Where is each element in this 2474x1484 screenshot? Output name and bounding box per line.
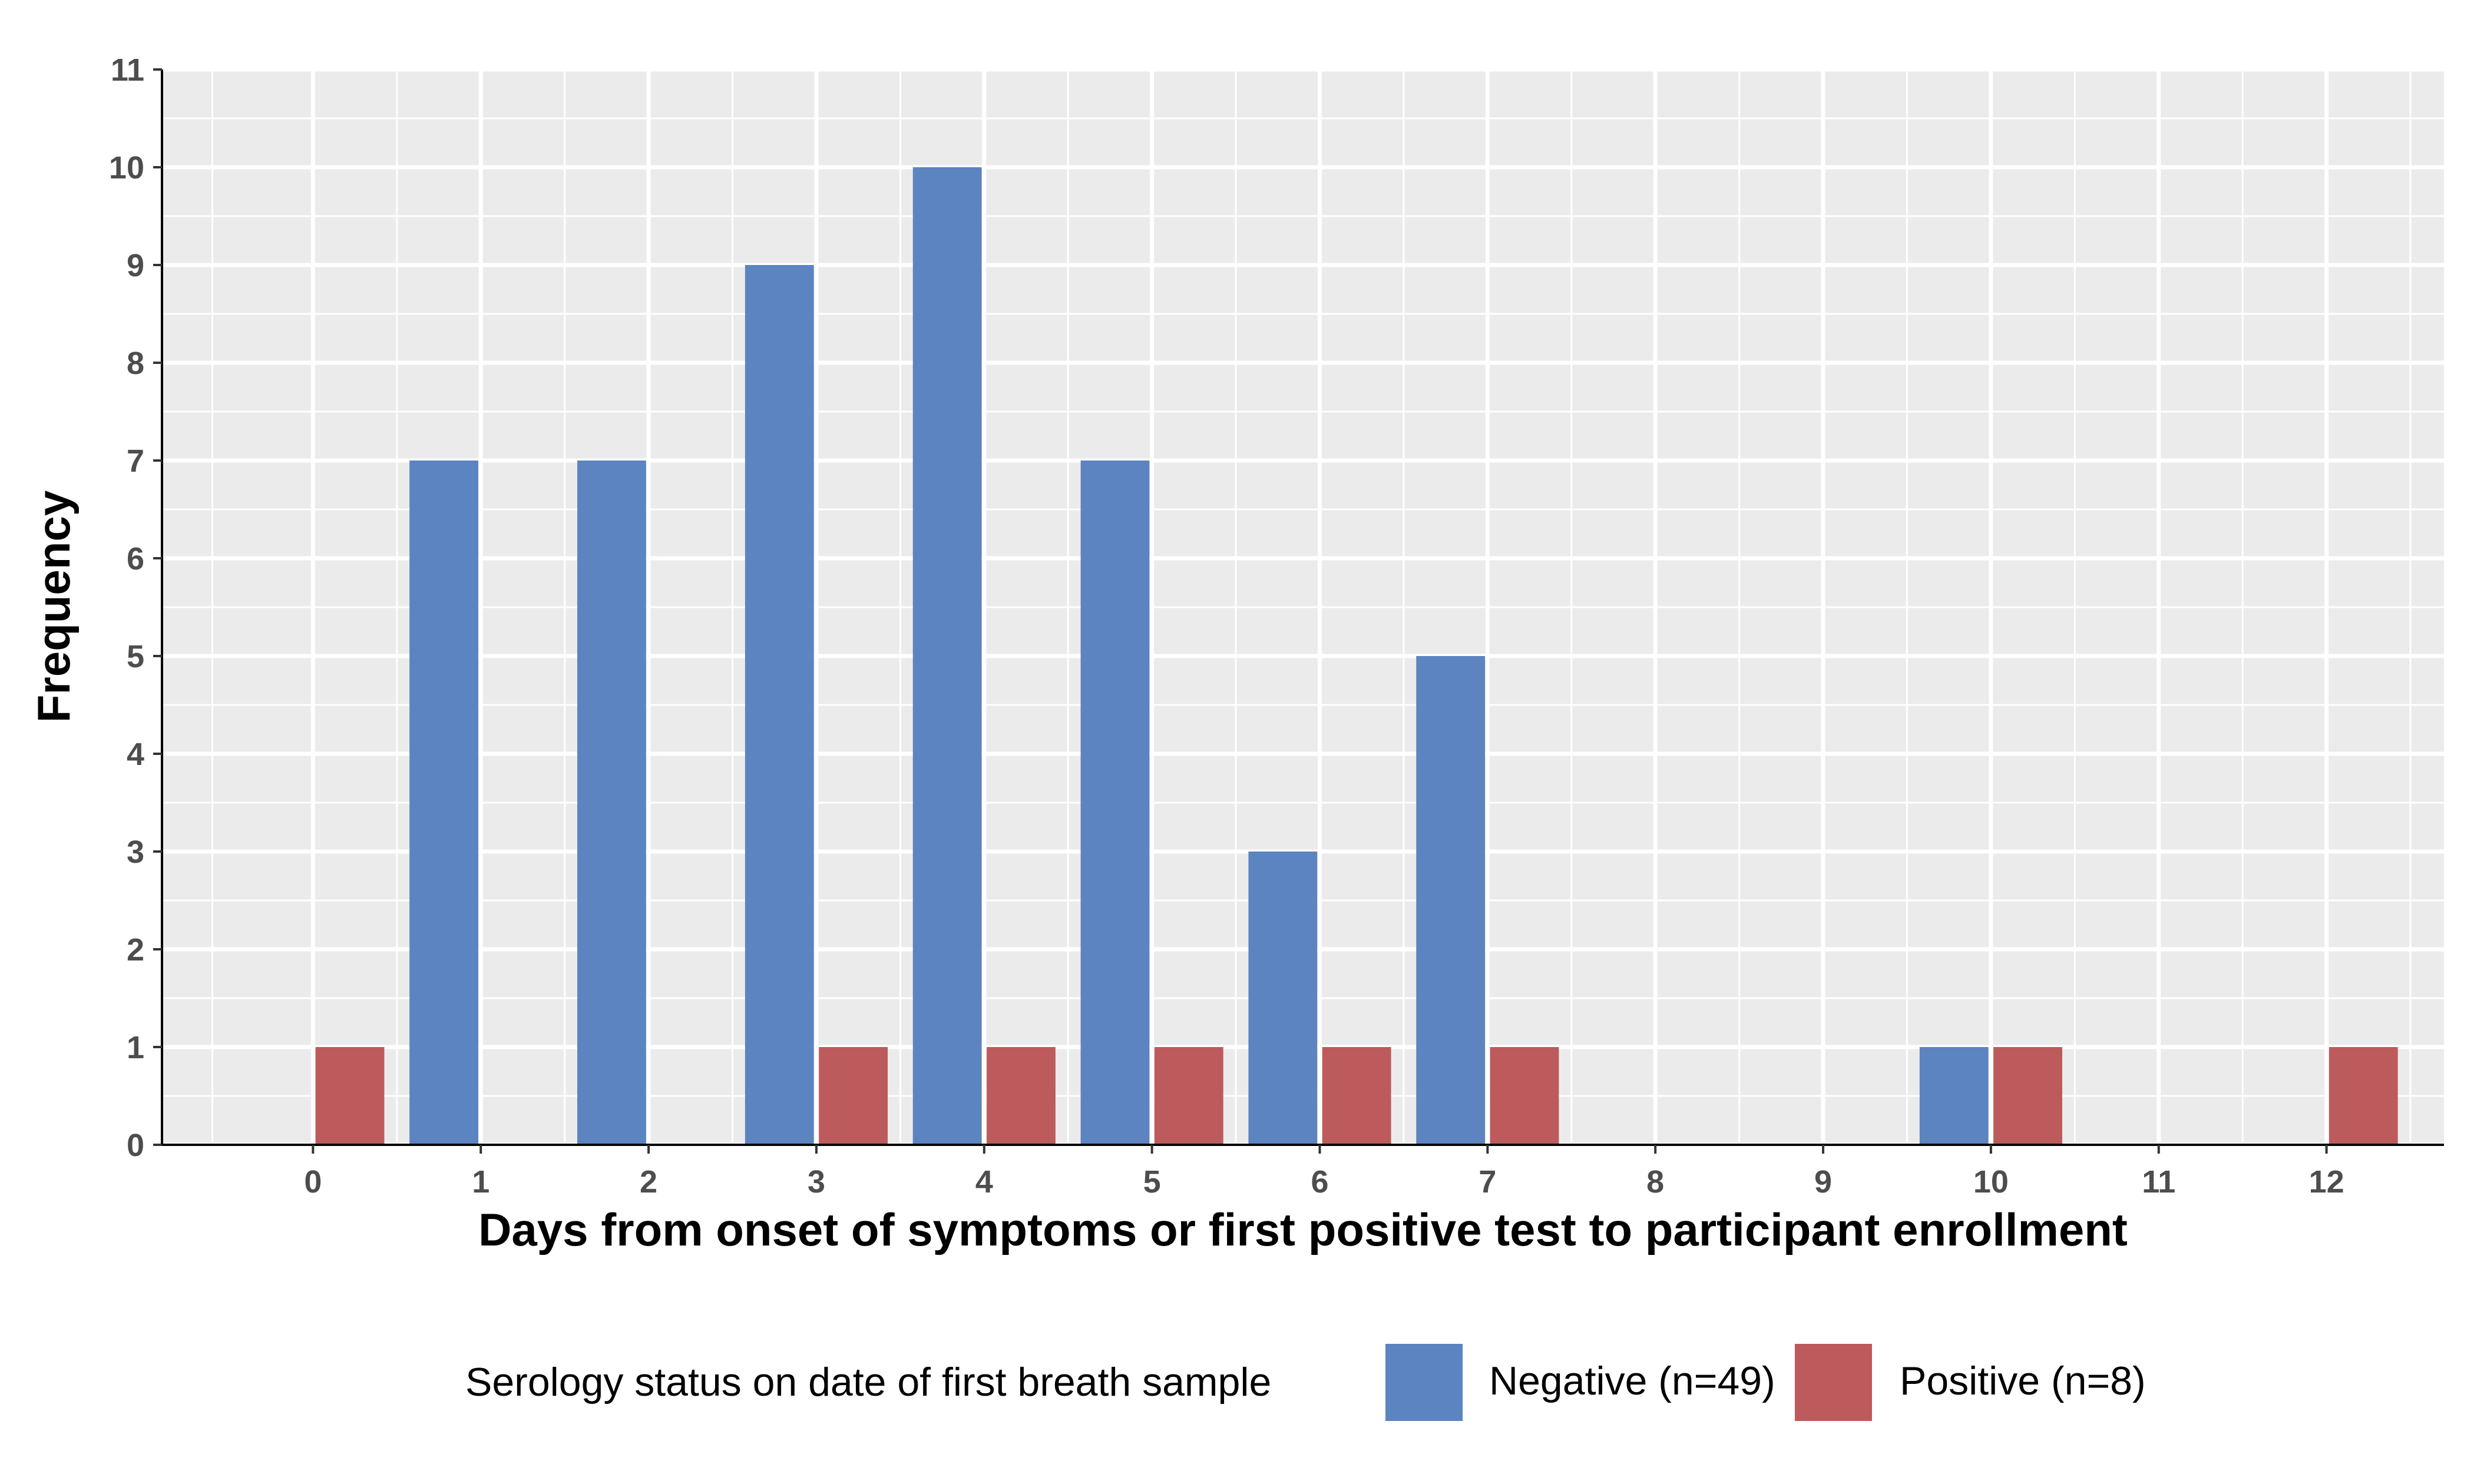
legend-title: Serology status on date of first breath … — [465, 1360, 1271, 1404]
y-axis-title: Frequency — [28, 491, 80, 723]
bar-positive-day-0 — [315, 1047, 385, 1145]
y-tick-label: 10 — [109, 150, 144, 186]
x-tick-label: 10 — [1973, 1164, 2009, 1200]
y-tick-label: 11 — [111, 52, 144, 88]
x-tick-label: 0 — [304, 1164, 322, 1200]
y-tick-label: 1 — [127, 1030, 144, 1065]
axes — [161, 69, 2444, 1146]
legend-swatch-negative — [1383, 1341, 1465, 1423]
bar-negative-day-7 — [1416, 656, 1486, 1145]
bar-negative-day-10 — [1919, 1047, 1989, 1145]
legend: Serology status on date of first breath … — [465, 1341, 2146, 1423]
bar-negative-day-2 — [577, 461, 646, 1145]
legend-swatch-positive — [1792, 1341, 1874, 1423]
bar-negative-day-4 — [912, 167, 982, 1145]
x-tick-label: 3 — [808, 1164, 825, 1200]
legend-label-negative: Negative (n=49) — [1489, 1359, 1775, 1403]
x-tick-label: 9 — [1814, 1164, 1832, 1200]
x-tick-label: 8 — [1646, 1164, 1664, 1200]
y-axis-ticks: 0 1 2 3 4 5 6 7 8 9 10 11 — [109, 52, 162, 1163]
bar-negative-day-5 — [1080, 461, 1150, 1145]
y-tick-label: 3 — [127, 834, 144, 870]
x-tick-label: 11 — [2142, 1164, 2175, 1200]
bar-negative-day-1 — [409, 461, 478, 1145]
y-tick-label: 6 — [127, 541, 144, 577]
bar-negative-day-3 — [745, 265, 814, 1145]
bar-positive-day-5 — [1154, 1047, 1223, 1145]
legend-label-positive: Positive (n=8) — [1900, 1359, 2146, 1403]
x-axis-title: Days from onset of symptoms or first pos… — [478, 1204, 2128, 1256]
bar-positive-day-3 — [819, 1047, 888, 1145]
x-tick-label: 2 — [640, 1164, 657, 1200]
bar-positive-day-10 — [1993, 1047, 2062, 1145]
y-tick-label: 5 — [127, 639, 144, 674]
y-tick-label: 4 — [127, 737, 144, 772]
y-tick-label: 8 — [127, 346, 144, 381]
x-tick-label: 6 — [1311, 1164, 1328, 1200]
x-tick-label: 4 — [975, 1164, 993, 1200]
x-tick-label: 5 — [1143, 1164, 1161, 1200]
x-axis-ticks: 0 1 2 3 4 5 6 7 8 9 10 11 12 — [304, 1145, 2344, 1200]
x-tick-label: 12 — [2309, 1164, 2344, 1200]
bar-positive-day-4 — [987, 1047, 1056, 1145]
minor-grid — [162, 69, 2444, 1145]
y-tick-label: 7 — [127, 443, 144, 479]
bar-positive-day-12 — [2329, 1047, 2398, 1145]
bar-positive-day-6 — [1322, 1047, 1391, 1145]
bars — [315, 167, 2398, 1145]
y-tick-label: 2 — [127, 932, 144, 968]
y-tick-label: 0 — [127, 1128, 144, 1163]
x-tick-label: 1 — [472, 1164, 489, 1200]
x-tick-label: 7 — [1479, 1164, 1496, 1200]
bar-negative-day-6 — [1248, 852, 1318, 1145]
bar-positive-day-7 — [1490, 1047, 1559, 1145]
y-tick-label: 9 — [127, 248, 144, 283]
